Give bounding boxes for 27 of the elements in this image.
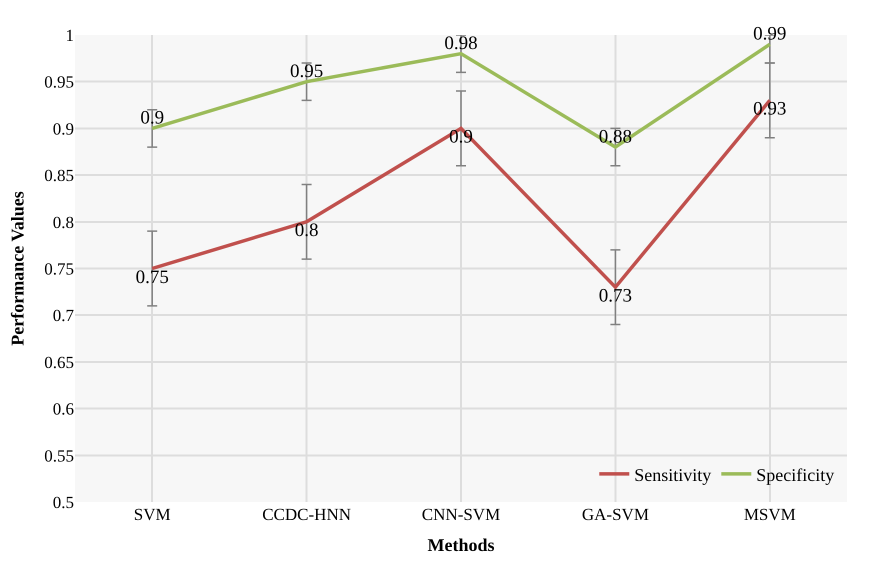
data-label: 0.73 [598, 285, 632, 306]
x-tick-label: SVM [134, 505, 171, 524]
x-tick-label: GA-SVM [582, 505, 649, 524]
y-tick-label: 0.95 [44, 72, 74, 92]
y-tick-label: 0.8 [52, 212, 74, 232]
x-axis-title: Methods [428, 535, 494, 556]
y-tick-label: 0.9 [52, 119, 74, 138]
data-label: 0.95 [290, 60, 324, 82]
legend-label: Sensitivity [634, 464, 712, 485]
x-tick-label: CCDC-HNN [262, 505, 351, 524]
x-tick-label: CNN-SVM [422, 505, 500, 524]
y-tick-label: 0.55 [44, 446, 74, 466]
y-tick-label: 0.5 [52, 492, 74, 512]
data-label: 0.9 [140, 108, 164, 129]
y-tick-label: 0.7 [52, 306, 74, 326]
y-tick-label: 0.65 [44, 352, 74, 372]
y-tick-label: 0.85 [44, 166, 74, 186]
data-label: 0.99 [753, 24, 786, 45]
y-tick-label: 0.75 [44, 259, 74, 278]
y-tick-label: 0.6 [52, 400, 74, 419]
y-axis-title: Performance Values [7, 191, 28, 346]
data-label: 0.75 [136, 266, 169, 288]
x-tick-label: MSVM [744, 505, 796, 524]
data-label: 0.98 [444, 32, 478, 54]
y-tick-label: 1 [66, 26, 74, 45]
data-label: 0.8 [294, 220, 318, 242]
legend-label: Specificity [756, 464, 834, 485]
